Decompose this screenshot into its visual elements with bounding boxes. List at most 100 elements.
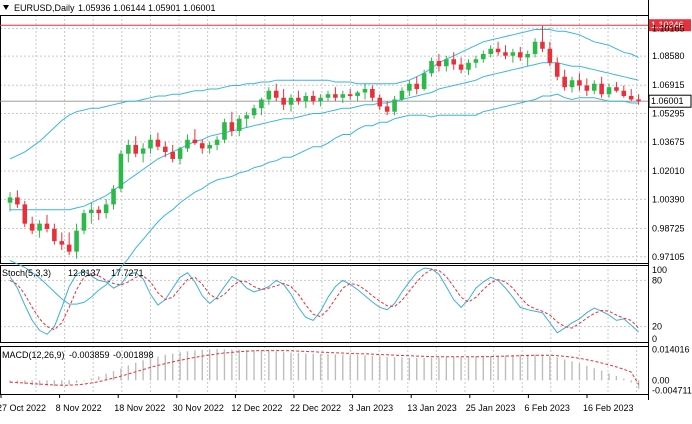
candle-body bbox=[451, 59, 457, 65]
candle-body bbox=[7, 197, 13, 203]
macd-y-tick: 0.014016 bbox=[652, 344, 690, 354]
x-tick-label: 16 Feb 2023 bbox=[583, 403, 634, 413]
candle-body bbox=[488, 48, 493, 55]
candle-body bbox=[517, 52, 523, 58]
resistance-price-label: 1.10346 bbox=[651, 20, 684, 30]
candle-body bbox=[148, 139, 153, 149]
y-tick-label: 1.06915 bbox=[652, 80, 685, 90]
candle-body bbox=[554, 62, 560, 77]
candle-body bbox=[414, 83, 420, 89]
candle-body bbox=[481, 54, 486, 60]
stoch-y-tick: 0 bbox=[652, 334, 657, 344]
macd-pane bbox=[9, 349, 640, 389]
y-tick-label: 1.08580 bbox=[652, 51, 685, 61]
stoch-y-tick: 80 bbox=[652, 275, 662, 285]
candle-body bbox=[74, 230, 79, 252]
candle-body bbox=[370, 88, 375, 98]
main-header: EURUSD,Daily 1.05936 1.06144 1.05901 1.0… bbox=[3, 3, 216, 13]
candle-body bbox=[577, 80, 582, 86]
candle-body bbox=[584, 85, 590, 91]
candle-body bbox=[547, 48, 553, 63]
x-tick-label: 30 Nov 2022 bbox=[173, 403, 224, 413]
stochastic-pane bbox=[9, 267, 639, 335]
candle-body bbox=[303, 95, 309, 102]
candle-body bbox=[44, 223, 50, 229]
candle-body bbox=[29, 223, 35, 231]
candle-body bbox=[562, 76, 567, 88]
current-price-tag bbox=[648, 94, 692, 108]
candle-body bbox=[458, 64, 464, 70]
stoch-main-line bbox=[9, 267, 639, 335]
candle-body bbox=[207, 144, 212, 149]
stoch-signal-value: 17.7271 bbox=[111, 268, 144, 278]
candle-body bbox=[236, 118, 242, 131]
candle-body bbox=[66, 244, 72, 252]
y-tick-label: 1.00390 bbox=[652, 194, 685, 204]
candle-body bbox=[392, 99, 397, 112]
candle-body bbox=[436, 60, 442, 67]
candle-body bbox=[473, 59, 479, 63]
macd-label: MACD(12,26,9) bbox=[2, 350, 65, 360]
resistance-price-tag bbox=[649, 19, 691, 32]
candle-body bbox=[591, 83, 597, 91]
stoch-signal-line bbox=[9, 269, 639, 331]
candle-body bbox=[96, 209, 102, 214]
candle-body bbox=[163, 146, 168, 152]
candle-body bbox=[318, 97, 323, 102]
candle-body bbox=[222, 122, 227, 140]
candle-body bbox=[399, 90, 405, 100]
candle-body bbox=[177, 148, 183, 159]
candle-body bbox=[15, 197, 20, 205]
candle-body bbox=[266, 90, 272, 100]
candle-body bbox=[244, 115, 249, 119]
macd-y-tick: -0.004711 bbox=[652, 386, 692, 396]
candle-body bbox=[384, 106, 390, 112]
dropdown-icon[interactable] bbox=[3, 5, 9, 10]
candle-body bbox=[333, 94, 338, 98]
candle-body bbox=[126, 144, 131, 154]
candle-body bbox=[495, 48, 501, 53]
y-tick-label: 0.98725 bbox=[652, 223, 685, 233]
candle-body bbox=[636, 99, 641, 102]
candle-body bbox=[429, 60, 434, 74]
bollinger-upper-line bbox=[9, 29, 639, 160]
candle-body bbox=[296, 97, 301, 102]
candle-body bbox=[444, 59, 449, 67]
main-pane: 1.10346 1.06001 bbox=[0, 19, 692, 305]
macd-signal-line bbox=[9, 350, 640, 386]
candle-body bbox=[81, 213, 87, 231]
candle-body bbox=[133, 144, 139, 154]
candle-body bbox=[606, 87, 612, 95]
stoch-main-value: 12.8137 bbox=[68, 268, 101, 278]
macd-y-tick: 0.00 bbox=[652, 375, 670, 385]
pane-frames bbox=[0, 0, 649, 400]
candle-body bbox=[510, 52, 516, 56]
y-tick-label: 1.10165 bbox=[652, 23, 685, 33]
stoch-header: Stoch(5,3,3) 12.8137 17.7271 bbox=[2, 268, 144, 278]
candle-body bbox=[540, 41, 545, 49]
bollinger-lower-line bbox=[9, 93, 639, 305]
candle-body bbox=[325, 94, 331, 98]
candle-body bbox=[288, 97, 294, 105]
candle-body bbox=[466, 62, 471, 70]
x-tick-label: 25 Jan 2023 bbox=[466, 403, 516, 413]
candle-body bbox=[251, 108, 257, 116]
candle-body bbox=[569, 80, 575, 88]
x-tick-label: 27 Oct 2022 bbox=[0, 403, 46, 413]
candle-body bbox=[52, 228, 57, 242]
candle-body bbox=[192, 139, 198, 144]
x-tick-label: 22 Dec 2022 bbox=[290, 403, 341, 413]
candle-body bbox=[185, 139, 190, 149]
y-tick-label: 1.03675 bbox=[652, 137, 685, 147]
candle-body bbox=[273, 90, 279, 98]
candle-body bbox=[214, 139, 220, 145]
candle-body bbox=[111, 188, 116, 205]
stoch-y-tick: 20 bbox=[652, 322, 662, 332]
candle-body bbox=[355, 92, 360, 96]
x-tick-label: 8 Nov 2022 bbox=[56, 403, 102, 413]
candle-body bbox=[140, 148, 146, 154]
open-value: 1.05936 bbox=[78, 3, 111, 13]
candle-body bbox=[199, 143, 205, 149]
high-value: 1.06144 bbox=[113, 3, 146, 13]
